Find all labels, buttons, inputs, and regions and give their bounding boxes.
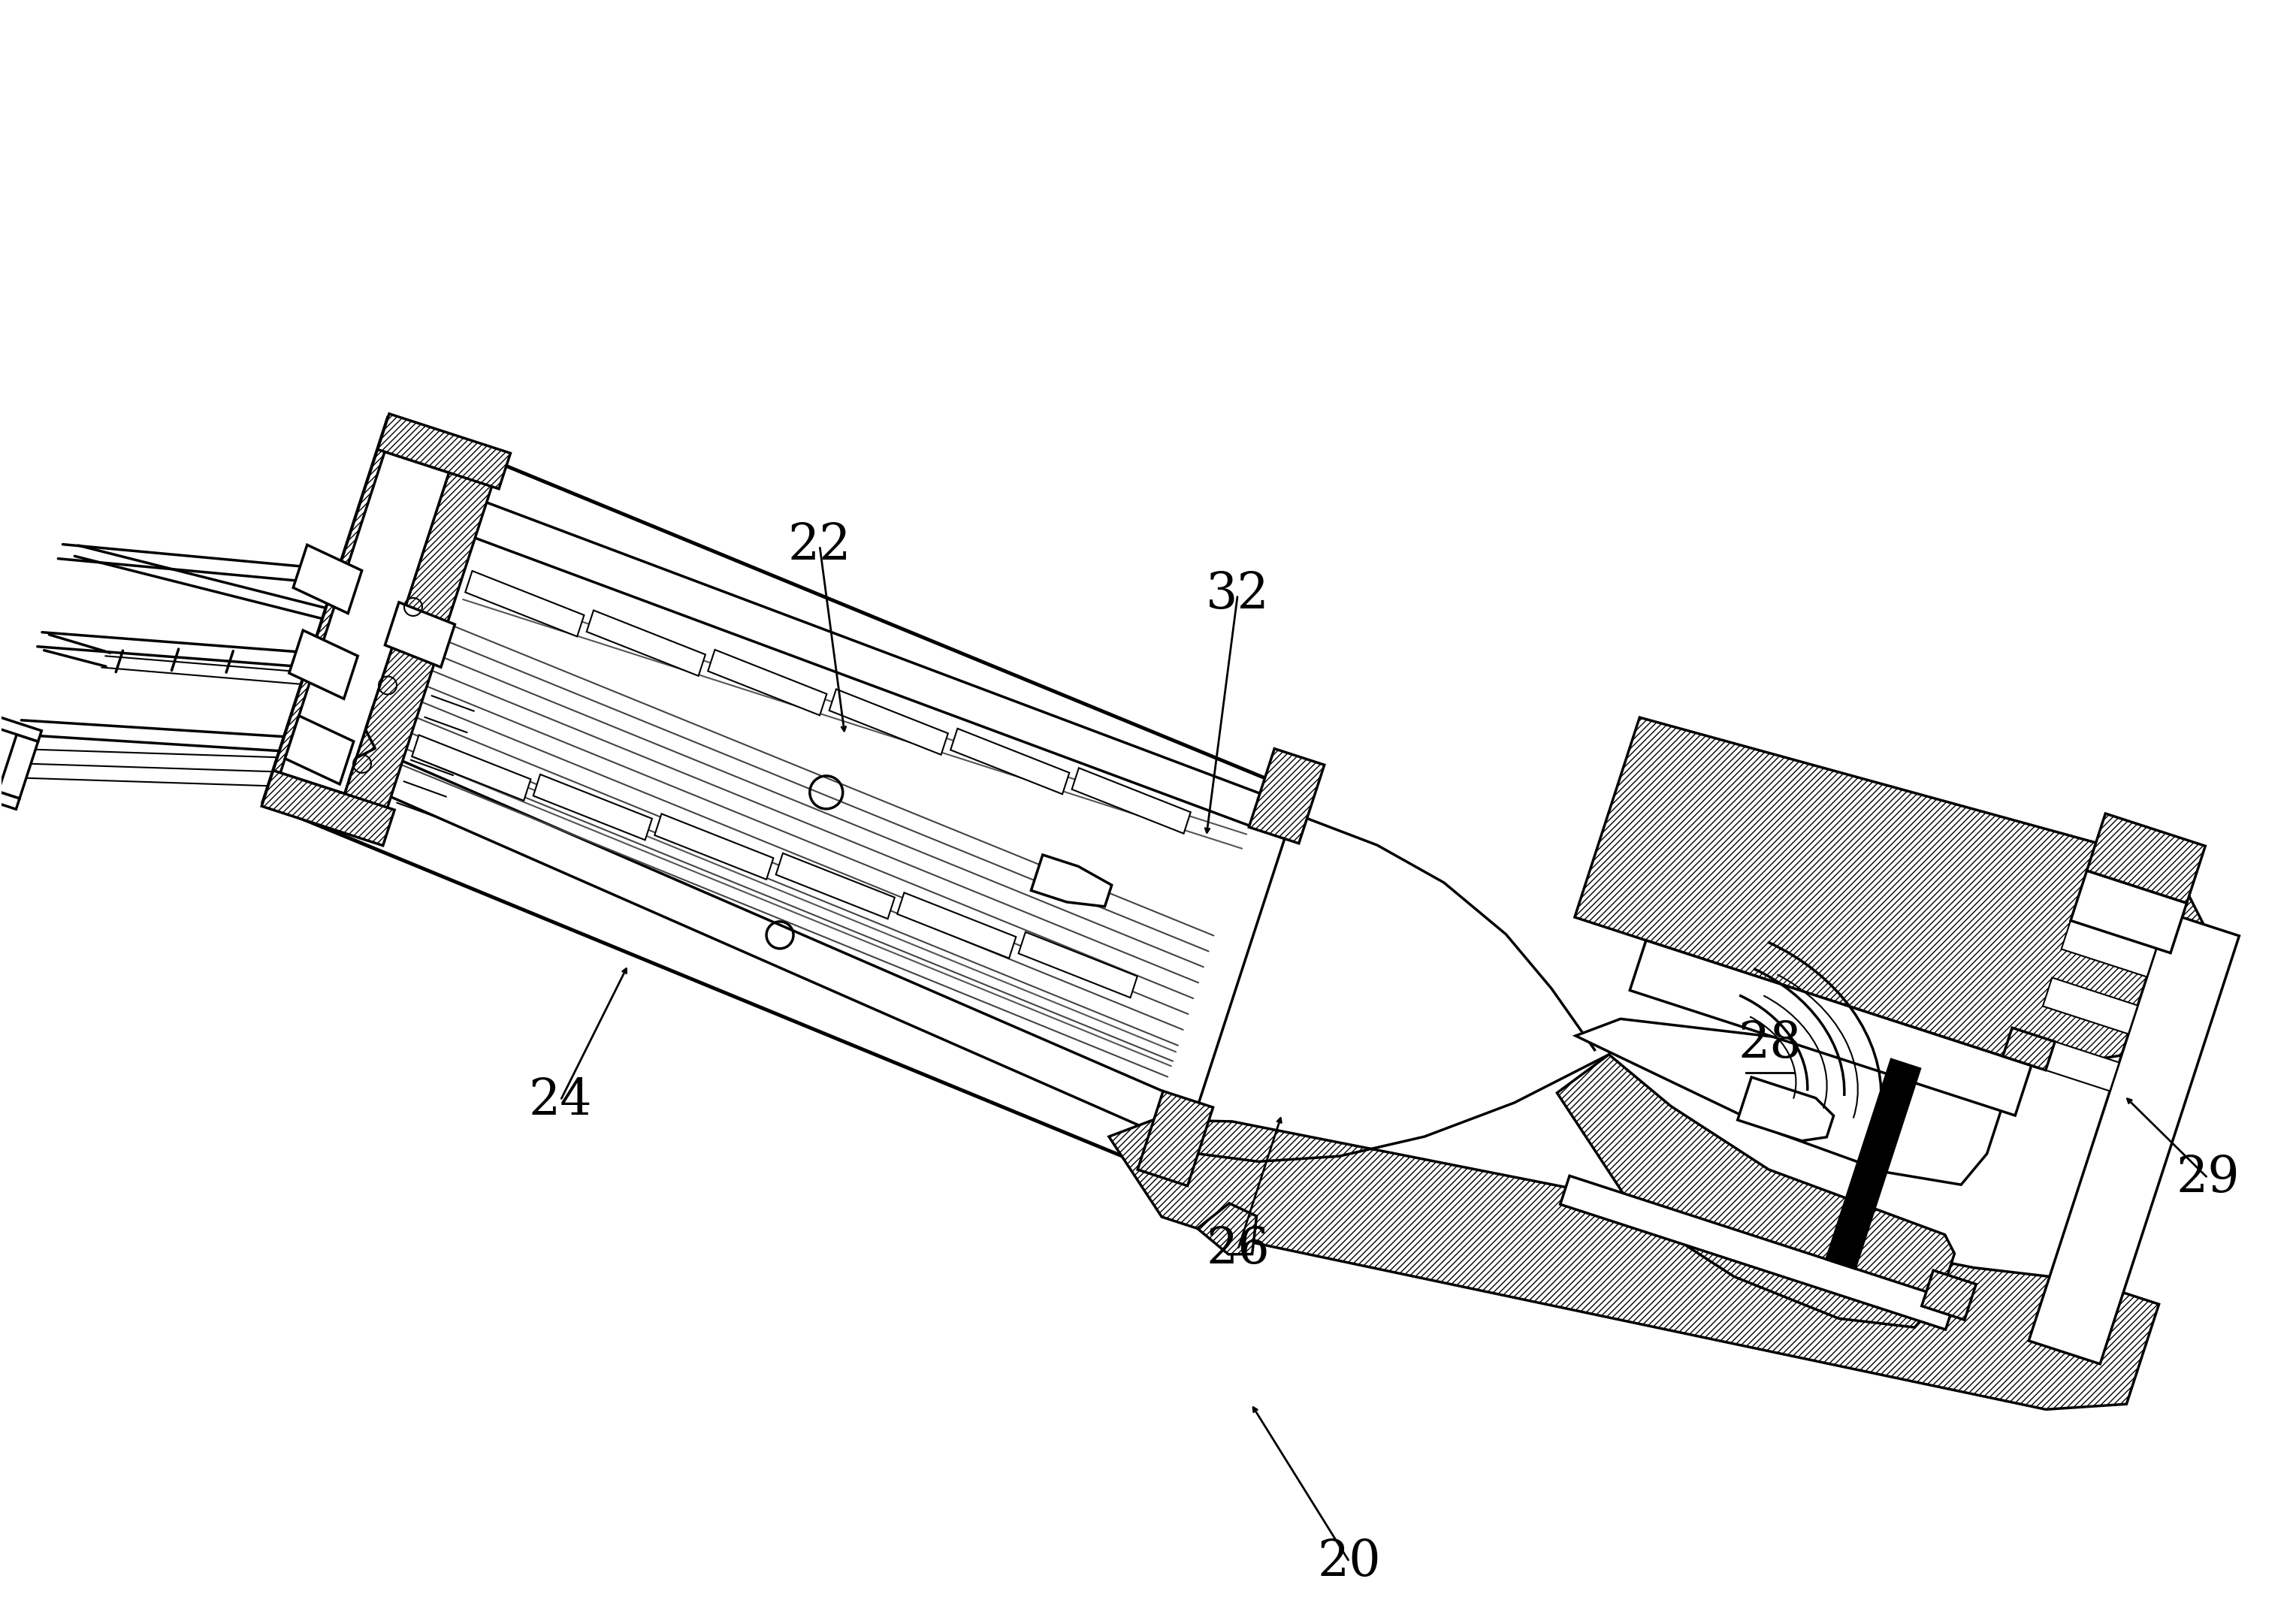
Polygon shape — [1575, 717, 2204, 1068]
Polygon shape — [1738, 1077, 1835, 1140]
Polygon shape — [377, 413, 510, 489]
Text: 22: 22 — [788, 522, 852, 570]
Polygon shape — [1922, 1271, 1977, 1319]
Polygon shape — [1109, 1119, 2158, 1410]
Polygon shape — [0, 735, 39, 798]
Polygon shape — [533, 774, 652, 840]
Polygon shape — [654, 814, 774, 880]
Text: 26: 26 — [1205, 1226, 1270, 1274]
Polygon shape — [466, 570, 583, 636]
Polygon shape — [2071, 870, 2186, 953]
Polygon shape — [280, 452, 450, 793]
Polygon shape — [829, 690, 948, 754]
Polygon shape — [386, 602, 455, 667]
Polygon shape — [1019, 932, 1137, 998]
Polygon shape — [1561, 1176, 1954, 1329]
Polygon shape — [1575, 1019, 2000, 1185]
Text: 29: 29 — [2177, 1153, 2239, 1203]
Text: 24: 24 — [528, 1076, 592, 1126]
Polygon shape — [1249, 749, 1325, 843]
Polygon shape — [411, 735, 530, 801]
Polygon shape — [2087, 814, 2206, 903]
Polygon shape — [1199, 1203, 1256, 1255]
Polygon shape — [0, 785, 21, 809]
Polygon shape — [1031, 854, 1111, 906]
Polygon shape — [262, 417, 416, 812]
Polygon shape — [262, 770, 395, 846]
Polygon shape — [294, 544, 363, 614]
Polygon shape — [2030, 912, 2239, 1365]
Polygon shape — [898, 893, 1017, 958]
Text: 28: 28 — [1738, 1019, 1802, 1068]
Polygon shape — [2025, 1035, 2119, 1092]
Text: 32: 32 — [1205, 570, 1270, 619]
Polygon shape — [2043, 977, 2138, 1034]
Polygon shape — [289, 630, 358, 699]
Polygon shape — [0, 717, 41, 741]
Polygon shape — [1137, 1092, 1212, 1185]
Text: 20: 20 — [1318, 1537, 1382, 1586]
Polygon shape — [285, 715, 354, 785]
Polygon shape — [707, 649, 827, 715]
Polygon shape — [1630, 940, 2032, 1116]
Polygon shape — [2002, 1027, 2055, 1071]
Polygon shape — [1557, 1055, 1954, 1328]
Polygon shape — [776, 853, 895, 919]
Polygon shape — [335, 444, 501, 837]
Polygon shape — [1072, 767, 1192, 833]
Polygon shape — [951, 728, 1070, 795]
Polygon shape — [1825, 1059, 1919, 1268]
Polygon shape — [2062, 921, 2156, 977]
Polygon shape — [585, 610, 705, 677]
